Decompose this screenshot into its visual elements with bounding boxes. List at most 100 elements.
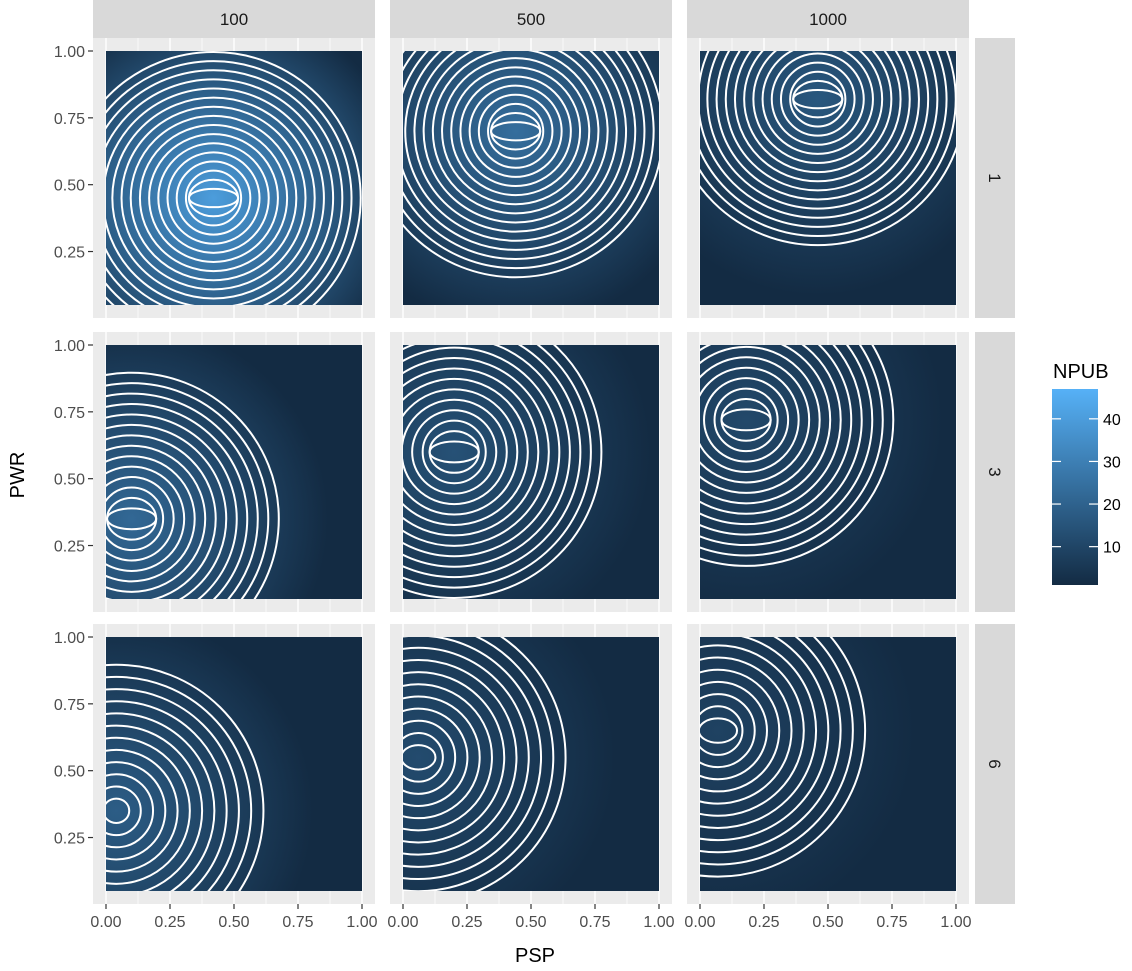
y-tick-label: 1.00	[54, 630, 85, 647]
contour-line	[403, 377, 529, 526]
contour-line	[403, 683, 493, 832]
contour-line	[403, 637, 542, 880]
contour-line	[403, 744, 437, 771]
contour-line	[148, 133, 279, 263]
contour-line	[700, 345, 874, 547]
contour-line	[106, 496, 158, 541]
panel-1000-1	[687, 38, 969, 318]
contour-line	[403, 367, 540, 537]
x-axis-title: PSP	[515, 945, 555, 967]
facet-strip-col-100: 100	[93, 0, 375, 38]
legend-ticks: 10 20 30 40	[1052, 412, 1121, 557]
contour-line	[700, 345, 884, 557]
contour-line	[106, 392, 259, 599]
legend-tick-label: 20	[1103, 497, 1121, 514]
contour-line	[428, 430, 480, 474]
contour-lines	[106, 371, 280, 599]
contour-line	[106, 797, 131, 824]
x-tick-label: 0.00	[684, 914, 715, 931]
legend-title: NPUB	[1053, 361, 1109, 383]
contour-line	[120, 105, 307, 291]
panel-500-6	[390, 624, 672, 904]
contour-line	[700, 637, 867, 878]
contour-line	[106, 748, 179, 873]
contour-line	[111, 96, 316, 300]
panel-500-3	[390, 332, 672, 612]
contour-line	[106, 413, 238, 599]
legend-colorbar	[1052, 389, 1098, 585]
contour-line	[138, 124, 289, 273]
panel-1000-6	[687, 624, 969, 904]
contour-line	[184, 169, 243, 227]
contour-line	[106, 434, 217, 599]
contour-line	[106, 465, 186, 572]
legend-tick-label: 40	[1103, 412, 1121, 429]
y-tick-label: 0.75	[54, 697, 85, 714]
y-tick-label: 0.50	[54, 764, 85, 781]
contour-line	[700, 717, 739, 744]
contour-line	[403, 388, 519, 516]
contour-line	[700, 656, 793, 805]
contour-line	[700, 345, 853, 526]
contour-lines	[403, 51, 659, 279]
contour-line	[421, 419, 487, 485]
contour-line	[403, 346, 561, 558]
y-tick-label: 0.75	[54, 405, 85, 422]
contour-line	[700, 345, 895, 567]
contour-line	[700, 345, 832, 505]
heatmap-fill	[403, 637, 659, 891]
facet-col-label: 100	[220, 10, 248, 29]
y-tick-label: 0.50	[54, 472, 85, 489]
contour-line	[106, 675, 253, 891]
contour-line	[474, 637, 567, 891]
contour-line	[792, 79, 844, 119]
contour-line	[403, 51, 655, 270]
heatmap-fill	[106, 637, 362, 891]
panels-layer	[93, 38, 969, 904]
contour-line	[106, 700, 228, 891]
contour-line	[706, 51, 930, 210]
facet-col-label: 500	[517, 10, 545, 29]
contour-line	[403, 345, 571, 568]
contour-lines	[106, 51, 362, 305]
contour-line	[403, 51, 637, 251]
y-tick-label: 0.50	[54, 178, 85, 195]
contour-line	[403, 707, 469, 807]
contour-line	[106, 724, 204, 891]
contour-line	[403, 637, 555, 891]
panel-100-6	[93, 624, 375, 904]
contour-line	[468, 84, 563, 178]
contour-line	[700, 51, 939, 219]
facet-row-label: 6	[985, 759, 1004, 768]
heatmap-fill	[700, 51, 956, 305]
x-tick-label: 0.75	[876, 914, 907, 931]
contour-lines	[403, 637, 567, 891]
y-axis-title: PWR	[7, 452, 29, 499]
contour-lines	[700, 637, 867, 878]
facet-strip-row-1: 1	[975, 38, 1015, 318]
legend-tick-label: 30	[1103, 454, 1121, 471]
heatmap-fill	[403, 345, 659, 599]
contour-line	[403, 345, 603, 599]
x-tick-label: 0.00	[387, 914, 418, 931]
contour-line	[700, 356, 811, 484]
contour-line	[411, 409, 498, 495]
contour-line	[106, 423, 228, 599]
contour-line	[720, 397, 772, 442]
contour-line	[106, 785, 142, 837]
contour-line	[490, 111, 542, 151]
contour-line	[403, 51, 659, 279]
contour-line	[431, 51, 600, 215]
y-tick-label: 0.25	[54, 831, 85, 848]
contour-line	[403, 646, 530, 868]
x-tick-label: 0.50	[218, 914, 249, 931]
contour-line	[422, 51, 609, 224]
panel-1000-3	[687, 332, 969, 612]
contour-line	[700, 637, 818, 829]
facet-strip-row-6: 6	[975, 624, 1015, 904]
contour-line	[459, 75, 572, 187]
contour-line	[700, 693, 756, 769]
x-tick-label: 0.25	[154, 914, 185, 931]
y-tick-label: 0.25	[54, 245, 85, 262]
contour-line	[106, 371, 280, 599]
